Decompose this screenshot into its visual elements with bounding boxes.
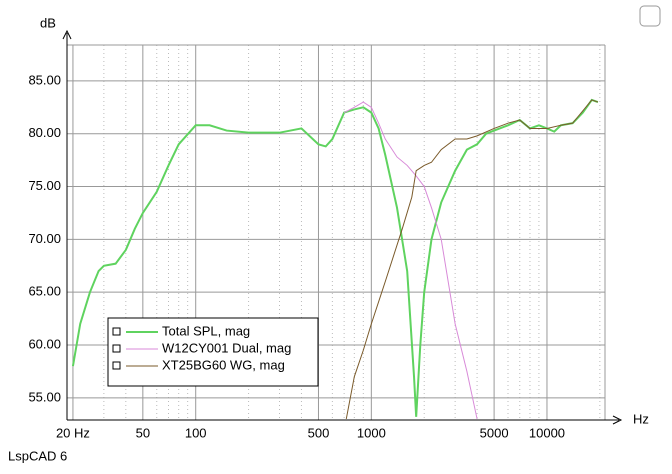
- y-tick-label: 75.00: [28, 178, 61, 193]
- legend-checkbox: [112, 361, 121, 370]
- legend-label: XT25BG60 WG, mag: [162, 357, 285, 372]
- x-tick-label: 20 Hz: [56, 425, 90, 440]
- legend-label: W12CY001 Dual, mag: [162, 340, 291, 355]
- series-line: [345, 99, 599, 420]
- y-tick-label: 65.00: [28, 284, 61, 299]
- y-tick-label: 85.00: [28, 72, 61, 87]
- x-axis-arrow: [612, 415, 623, 425]
- y-tick-label: 60.00: [28, 336, 61, 351]
- y-tick-label: 55.00: [28, 389, 61, 404]
- x-tick-label: 5000: [480, 425, 509, 440]
- checkbox[interactable]: [639, 5, 661, 27]
- x-tick-label: 1000: [357, 425, 386, 440]
- legend-box: [107, 317, 319, 387]
- x-tick-label: 10000: [529, 425, 565, 440]
- legend-label: Total SPL, mag: [162, 323, 250, 338]
- x-axis-label: Hz: [633, 411, 649, 426]
- x-tick-label: 500: [308, 425, 330, 440]
- legend-checkbox: [112, 344, 121, 353]
- footer: LspCAD 6: [8, 448, 67, 463]
- y-tick-label: 80.00: [28, 125, 61, 140]
- x-tick-label: 100: [185, 425, 207, 440]
- y-axis-arrow: [62, 29, 72, 40]
- y-axis-label: dB: [40, 15, 56, 30]
- legend-checkbox: [112, 327, 121, 336]
- series-line: [343, 101, 478, 420]
- x-tick-label: 50: [136, 425, 150, 440]
- series-group: [71, 98, 599, 420]
- y-tick-label: 70.00: [28, 231, 61, 246]
